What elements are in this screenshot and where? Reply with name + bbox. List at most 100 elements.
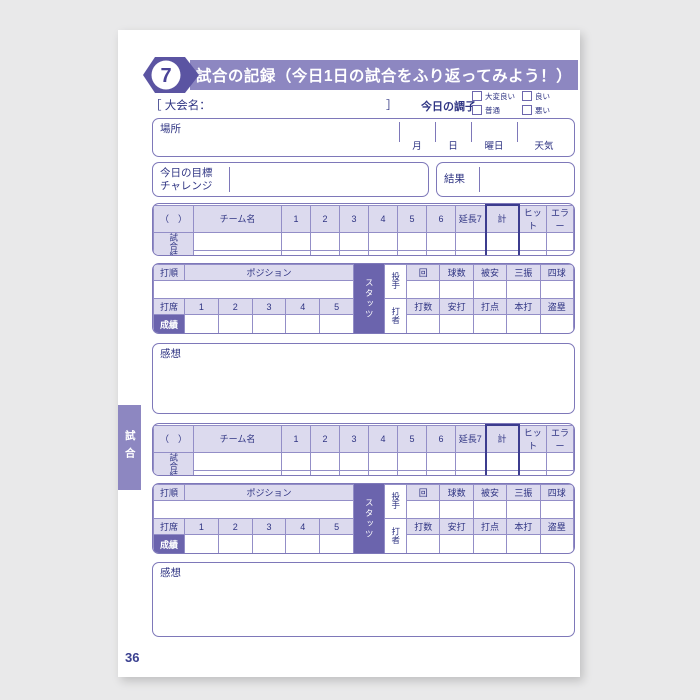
batter-stat-cell[interactable] <box>472 314 508 333</box>
score-cell[interactable] <box>397 451 427 471</box>
score-cell[interactable] <box>518 451 547 471</box>
score-cell[interactable] <box>518 249 547 255</box>
score-cell[interactable] <box>310 231 340 251</box>
team-name-header: チーム名 <box>193 204 282 233</box>
grade-cell[interactable] <box>251 314 287 333</box>
score-cell[interactable] <box>368 249 398 255</box>
score-cell[interactable] <box>518 231 547 251</box>
batter-stat-cell[interactable] <box>506 534 541 553</box>
grade-cell[interactable] <box>251 534 287 553</box>
score-cell[interactable] <box>546 469 574 475</box>
score-cell[interactable] <box>193 231 282 251</box>
score-cell[interactable] <box>368 231 398 251</box>
pitcher-label: 投手 <box>384 264 407 299</box>
score-cell[interactable] <box>339 469 369 475</box>
error-header: エラー <box>546 424 574 453</box>
batter-stat-cell[interactable] <box>472 534 508 553</box>
score-cell[interactable] <box>281 469 311 475</box>
pitcher-stat-cell[interactable] <box>506 500 541 519</box>
impressions-box-2[interactable]: 感想 <box>152 562 575 637</box>
checkbox-label: 悪い <box>535 105 550 115</box>
score-cell[interactable] <box>193 249 282 255</box>
batter-stat-cell[interactable] <box>439 534 474 553</box>
score-cell[interactable] <box>193 451 282 471</box>
score-cell[interactable] <box>455 469 486 475</box>
score-cell[interactable] <box>193 469 282 475</box>
score-cell[interactable] <box>397 469 427 475</box>
innings-header: 回 <box>405 484 441 501</box>
score-total-cell[interactable] <box>484 231 520 251</box>
score-cell[interactable] <box>455 451 486 471</box>
score-cell[interactable] <box>518 469 547 475</box>
batter-stat-cell[interactable] <box>539 314 574 333</box>
condition-option-bad: 悪い <box>522 103 574 117</box>
score-cell[interactable] <box>368 451 398 471</box>
score-cell[interactable] <box>397 231 427 251</box>
pitcher-stat-cell[interactable] <box>472 500 508 519</box>
pitcher-stat-cell[interactable] <box>539 280 574 299</box>
score-cell[interactable] <box>426 451 456 471</box>
position-entry-cell[interactable] <box>153 500 354 519</box>
score-cell[interactable] <box>426 469 456 475</box>
inning-header: 2 <box>310 424 340 453</box>
total-header: 計 <box>484 424 520 453</box>
batter-stat-cell[interactable] <box>439 314 474 333</box>
score-total-cell[interactable] <box>484 469 520 475</box>
score-cell[interactable] <box>455 231 486 251</box>
grade-cell[interactable] <box>184 314 219 333</box>
score-cell[interactable] <box>455 249 486 255</box>
score-corner-cell: （ ） <box>153 204 194 233</box>
score-cell[interactable] <box>397 249 427 255</box>
place-label: 場所 <box>160 123 181 135</box>
score-total-cell[interactable] <box>484 451 520 471</box>
grade-cell[interactable] <box>285 534 321 553</box>
position-entry-cell[interactable] <box>153 280 354 299</box>
score-total-cell[interactable] <box>484 249 520 255</box>
score-side-label: 試合結果 <box>153 451 194 475</box>
score-cell[interactable] <box>281 231 311 251</box>
grade-cell[interactable] <box>217 314 253 333</box>
grade-cell[interactable] <box>217 534 253 553</box>
pitcher-stat-cell[interactable] <box>405 500 441 519</box>
impressions-box-1[interactable]: 感想 <box>152 343 575 414</box>
score-cell[interactable] <box>546 249 574 255</box>
pitcher-stat-cell[interactable] <box>405 280 441 299</box>
hits-allowed-header: 被安 <box>472 264 508 281</box>
score-cell[interactable] <box>368 469 398 475</box>
atbat-number: 2 <box>217 518 253 535</box>
score-cell[interactable] <box>281 249 311 255</box>
grade-cell[interactable] <box>285 314 321 333</box>
goal-label: 今日の目標 チャレンジ <box>160 167 213 193</box>
pitcher-stat-cell[interactable] <box>439 500 474 519</box>
pitcher-stat-cell[interactable] <box>506 280 541 299</box>
checkbox-very-good[interactable] <box>472 91 482 101</box>
score-cell[interactable] <box>546 451 574 471</box>
pitcher-stat-cell[interactable] <box>439 280 474 299</box>
pitcher-stat-cell[interactable] <box>539 500 574 519</box>
inning-header: 2 <box>310 204 340 233</box>
batter-stat-cell[interactable] <box>405 534 441 553</box>
batter-stat-cell[interactable] <box>539 534 574 553</box>
score-cell[interactable] <box>339 231 369 251</box>
batting-order-header: 打順 <box>153 264 185 281</box>
batter-stat-cell[interactable] <box>506 314 541 333</box>
score-cell[interactable] <box>546 231 574 251</box>
score-cell[interactable] <box>426 249 456 255</box>
checkbox-good[interactable] <box>522 91 532 101</box>
score-cell[interactable] <box>339 249 369 255</box>
batter-stat-cell[interactable] <box>405 314 441 333</box>
score-cell[interactable] <box>426 231 456 251</box>
checkbox-bad[interactable] <box>522 105 532 115</box>
checkbox-normal[interactable] <box>472 105 482 115</box>
score-cell[interactable] <box>281 451 311 471</box>
score-cell[interactable] <box>339 451 369 471</box>
score-cell[interactable] <box>310 469 340 475</box>
score-cell[interactable] <box>310 451 340 471</box>
pitcher-stat-cell[interactable] <box>472 280 508 299</box>
grade-cell[interactable] <box>184 534 219 553</box>
side-tab-label: 試合 <box>123 430 136 465</box>
grade-cell[interactable] <box>319 314 354 333</box>
condition-option-normal: 普通 <box>472 103 522 117</box>
score-cell[interactable] <box>310 249 340 255</box>
grade-cell[interactable] <box>319 534 354 553</box>
